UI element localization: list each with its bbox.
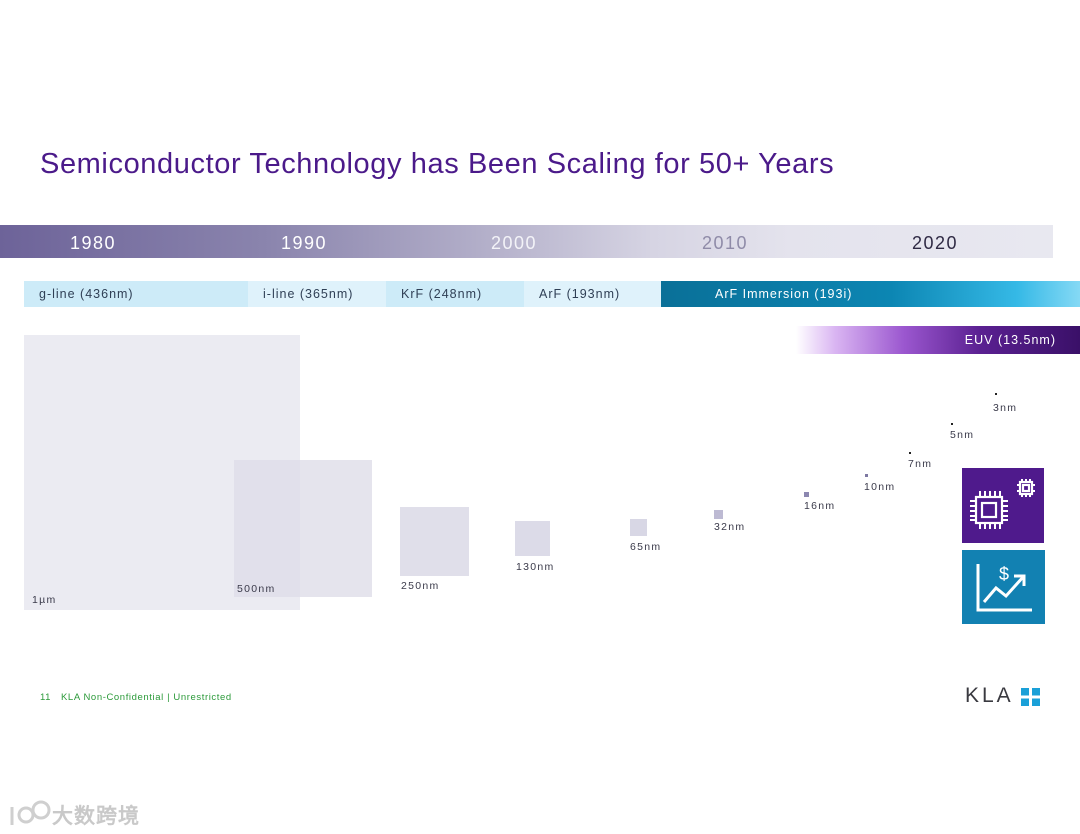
year-1980: 1980 bbox=[70, 233, 117, 253]
litho-g-line: g-line (436nm) bbox=[24, 281, 248, 307]
node-label-250nm: 250nm bbox=[401, 580, 440, 592]
litho-euv: EUV (13.5nm) bbox=[796, 326, 1080, 354]
kla-plus-logo-icon bbox=[1021, 688, 1040, 706]
year-timeline-bar: 1980 1990 2000 2010 2020 bbox=[0, 225, 1053, 258]
microchip-icon bbox=[962, 468, 1044, 543]
svg-text:$: $ bbox=[999, 564, 1009, 584]
node-label-1um: 1µm bbox=[32, 594, 57, 606]
node-square-7nm bbox=[909, 452, 911, 454]
year-2000: 2000 bbox=[491, 233, 538, 253]
node-label-500nm: 500nm bbox=[237, 583, 276, 595]
year-1990: 1990 bbox=[281, 233, 328, 253]
node-label-5nm: 5nm bbox=[950, 429, 975, 441]
node-label-65nm: 65nm bbox=[630, 541, 662, 553]
page-number: 11 bbox=[40, 692, 52, 703]
node-square-3nm bbox=[995, 393, 997, 395]
litho-arf-immersion: ArF Immersion (193i) bbox=[661, 281, 1080, 307]
node-square-130nm bbox=[515, 521, 550, 556]
node-label-16nm: 16nm bbox=[804, 500, 836, 512]
litho-i-line: i-line (365nm) bbox=[248, 281, 386, 307]
node-square-250nm bbox=[400, 507, 469, 576]
litho-arf: ArF (193nm) bbox=[524, 281, 661, 307]
slide-title: Semiconductor Technology has Been Scalin… bbox=[40, 148, 835, 180]
dollar-growth-chart-icon: $ bbox=[962, 550, 1045, 624]
node-square-32nm bbox=[714, 510, 723, 519]
watermark-text: 大数跨境 bbox=[52, 805, 140, 828]
classification-label: KLA Non-Confidential | Unrestricted bbox=[61, 692, 232, 703]
node-label-130nm: 130nm bbox=[516, 561, 555, 573]
node-square-16nm bbox=[804, 492, 809, 497]
node-square-10nm bbox=[865, 474, 868, 477]
kla-logo: KLA bbox=[965, 684, 1014, 707]
litho-krf: KrF (248nm) bbox=[386, 281, 524, 307]
node-label-10nm: 10nm bbox=[864, 481, 896, 493]
node-square-5nm bbox=[951, 423, 953, 425]
node-label-7nm: 7nm bbox=[908, 458, 933, 470]
node-label-32nm: 32nm bbox=[714, 521, 746, 533]
watermark-logo-icon bbox=[8, 797, 52, 831]
year-2020: 2020 bbox=[912, 233, 959, 253]
node-square-65nm bbox=[630, 519, 647, 536]
node-label-3nm: 3nm bbox=[993, 402, 1018, 414]
node-square-500nm bbox=[234, 460, 372, 597]
year-2010: 2010 bbox=[702, 233, 749, 253]
